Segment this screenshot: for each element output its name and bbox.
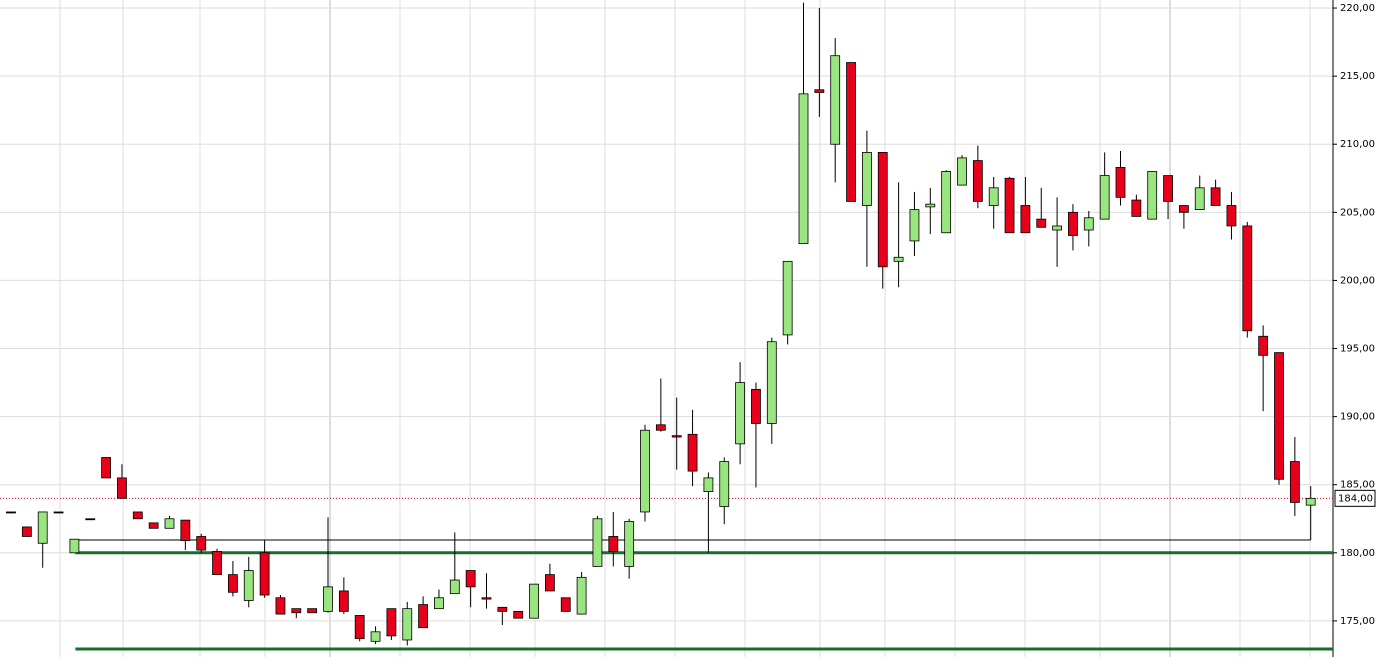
candle-body: [148, 522, 159, 529]
candle-body: [37, 511, 48, 544]
candle-body: [101, 457, 111, 479]
candle-body: [1036, 218, 1047, 228]
candle-body: [655, 424, 666, 431]
candle-body: [1163, 175, 1173, 202]
candle-body: [259, 552, 270, 596]
candle-body: [862, 152, 872, 206]
candle-body: [1242, 225, 1253, 332]
candle-body: [481, 597, 492, 600]
candle-body: [576, 576, 587, 615]
candle-body: [243, 570, 254, 601]
candle-body: [1131, 199, 1142, 217]
candle-body: [529, 583, 539, 619]
candle-body: [370, 631, 381, 642]
candle-body: [640, 429, 650, 513]
candle-body: [6, 511, 16, 514]
y-tick-label: 205,00: [1340, 207, 1375, 218]
last-price-box: [1334, 489, 1376, 507]
candle-body: [1083, 217, 1094, 231]
candle-body: [465, 570, 476, 588]
candle-body: [180, 519, 191, 541]
candle-body: [766, 341, 777, 424]
candle-body: [1210, 187, 1221, 206]
y-tick-label: 220,00: [1340, 3, 1375, 14]
candle-body: [798, 93, 809, 245]
candle-body: [719, 461, 730, 507]
y-tick-label: 195,00: [1340, 344, 1375, 355]
candle-body: [434, 597, 444, 610]
y-tick-label: 200,00: [1340, 275, 1375, 286]
candle-body: [972, 160, 983, 202]
candle-body: [196, 536, 207, 551]
candle-body: [782, 260, 793, 336]
candle-body: [227, 574, 238, 593]
candle-body: [291, 608, 302, 614]
candle-body: [1068, 211, 1078, 236]
candle-body: [846, 62, 856, 202]
candle-body: [1020, 205, 1031, 234]
candle-body: [402, 608, 413, 641]
candle-body: [1289, 461, 1300, 503]
candle-body: [1226, 205, 1237, 227]
candle-body: [814, 89, 825, 93]
candle-body: [164, 518, 175, 529]
candle-body: [212, 551, 222, 576]
candle-body: [85, 518, 96, 521]
candle-body: [1194, 187, 1205, 211]
candle-body: [957, 157, 967, 186]
candle-body: [893, 256, 904, 262]
candle-body: [449, 579, 460, 595]
candle-body: [1004, 177, 1015, 234]
y-tick-label: 180,00: [1340, 548, 1375, 559]
candle-body: [275, 597, 286, 615]
candle-body: [418, 604, 429, 629]
candle-body: [1099, 175, 1110, 220]
candle-body: [545, 574, 555, 592]
candle-body: [1305, 497, 1316, 506]
candle-body: [925, 203, 936, 208]
candle-body: [687, 433, 698, 472]
candle-body: [1147, 171, 1158, 220]
candle-body: [1179, 205, 1189, 213]
candle-body: [497, 606, 508, 612]
candle-body: [735, 382, 745, 445]
candle-body: [671, 435, 682, 438]
candle-body: [69, 538, 80, 554]
candle-body: [988, 187, 999, 206]
candle-body: [877, 152, 888, 268]
candle-body: [830, 55, 841, 145]
last-price-label: 184,00: [1338, 493, 1373, 504]
candle-body: [941, 171, 952, 234]
candle-body: [53, 511, 64, 514]
candle-body: [1274, 352, 1284, 480]
candle-body: [307, 608, 318, 614]
y-tick-label: 215,00: [1340, 71, 1375, 82]
candle-body: [386, 608, 397, 637]
candle-body: [338, 590, 349, 612]
candle-body: [132, 511, 143, 520]
candle-body: [703, 477, 714, 492]
candle-body: [560, 597, 571, 612]
candle-body: [1115, 166, 1126, 198]
candle-body: [608, 536, 619, 552]
candle-body: [624, 521, 635, 567]
y-tick-label: 190,00: [1340, 412, 1375, 423]
candle-body: [751, 388, 761, 424]
candle-body: [909, 209, 920, 242]
candle-body: [1052, 225, 1062, 231]
candle-body: [21, 526, 32, 537]
y-tick-label: 185,00: [1340, 480, 1375, 491]
candle-body: [354, 615, 365, 640]
candle-body: [323, 586, 333, 612]
candle-body: [117, 477, 127, 499]
candle-body: [1258, 335, 1269, 356]
y-tick-label: 210,00: [1340, 139, 1375, 150]
y-tick-label: 175,00: [1340, 616, 1375, 627]
candle-body: [513, 610, 524, 619]
candle-body: [592, 518, 603, 567]
